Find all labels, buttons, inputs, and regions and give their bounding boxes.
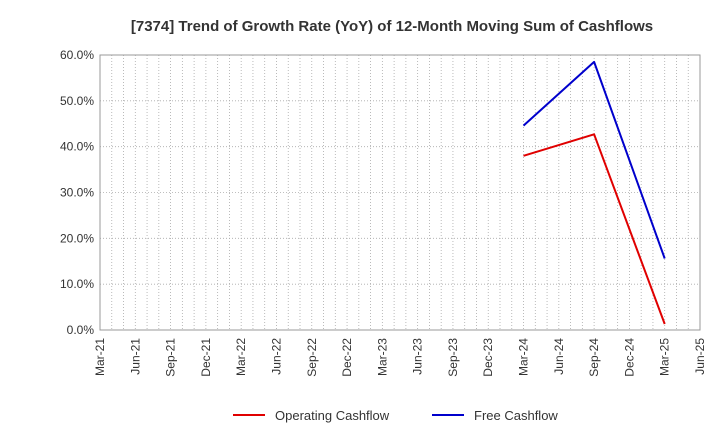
x-tick-label: Dec-24: [622, 338, 636, 377]
x-tick-label: Mar-21: [93, 338, 107, 376]
grid: [100, 55, 700, 330]
x-tick-label: Sep-24: [587, 338, 601, 377]
x-axis: Mar-21 Jun-21 Sep-21 Dec-21 Mar-22 Jun-22 Sep-…: [93, 338, 707, 377]
x-tick-label: Sep-23: [446, 338, 460, 377]
series-line-1: [523, 133, 666, 325]
x-tick-label: Mar-22: [234, 338, 248, 376]
legend: Operating Cashflow Free Cashflow: [233, 408, 558, 423]
y-tick-label: 10.0%: [60, 277, 94, 291]
x-tick-label: Jun-23: [411, 338, 425, 375]
y-tick-label: 30.0%: [60, 186, 94, 200]
x-tick-label: Mar-23: [375, 338, 389, 376]
x-tick-label: Dec-21: [199, 338, 213, 377]
legend-label: Operating Cashflow: [275, 408, 390, 423]
x-tick-label: Sep-21: [164, 338, 178, 377]
plot-area: [99, 54, 701, 331]
x-tick-label: Mar-25: [658, 338, 672, 376]
x-tick-label: Dec-22: [340, 338, 354, 377]
x-tick-label: Jun-22: [269, 338, 283, 375]
y-tick-label: 0.0%: [67, 323, 95, 337]
x-tick-label: Mar-24: [517, 338, 531, 376]
x-tick-label: Sep-22: [305, 338, 319, 377]
y-tick-label: 60.0%: [60, 48, 94, 62]
y-tick-label: 20.0%: [60, 231, 94, 245]
y-axis: 0.0% 10.0% 20.0% 30.0% 40.0% 50.0% 60.0%: [60, 48, 94, 337]
series-line-2: [522, 60, 666, 259]
y-tick-label: 50.0%: [60, 94, 94, 108]
x-tick-label: Jun-24: [552, 338, 566, 375]
series-group: [522, 60, 666, 325]
x-tick-label: Jun-21: [128, 338, 142, 375]
y-tick-label: 40.0%: [60, 140, 94, 154]
x-tick-label: Dec-23: [481, 338, 495, 377]
chart-title: [7374] Trend of Growth Rate (YoY) of 12-…: [131, 18, 653, 35]
legend-label: Free Cashflow: [474, 408, 558, 423]
x-tick-label: Jun-25: [693, 338, 707, 375]
